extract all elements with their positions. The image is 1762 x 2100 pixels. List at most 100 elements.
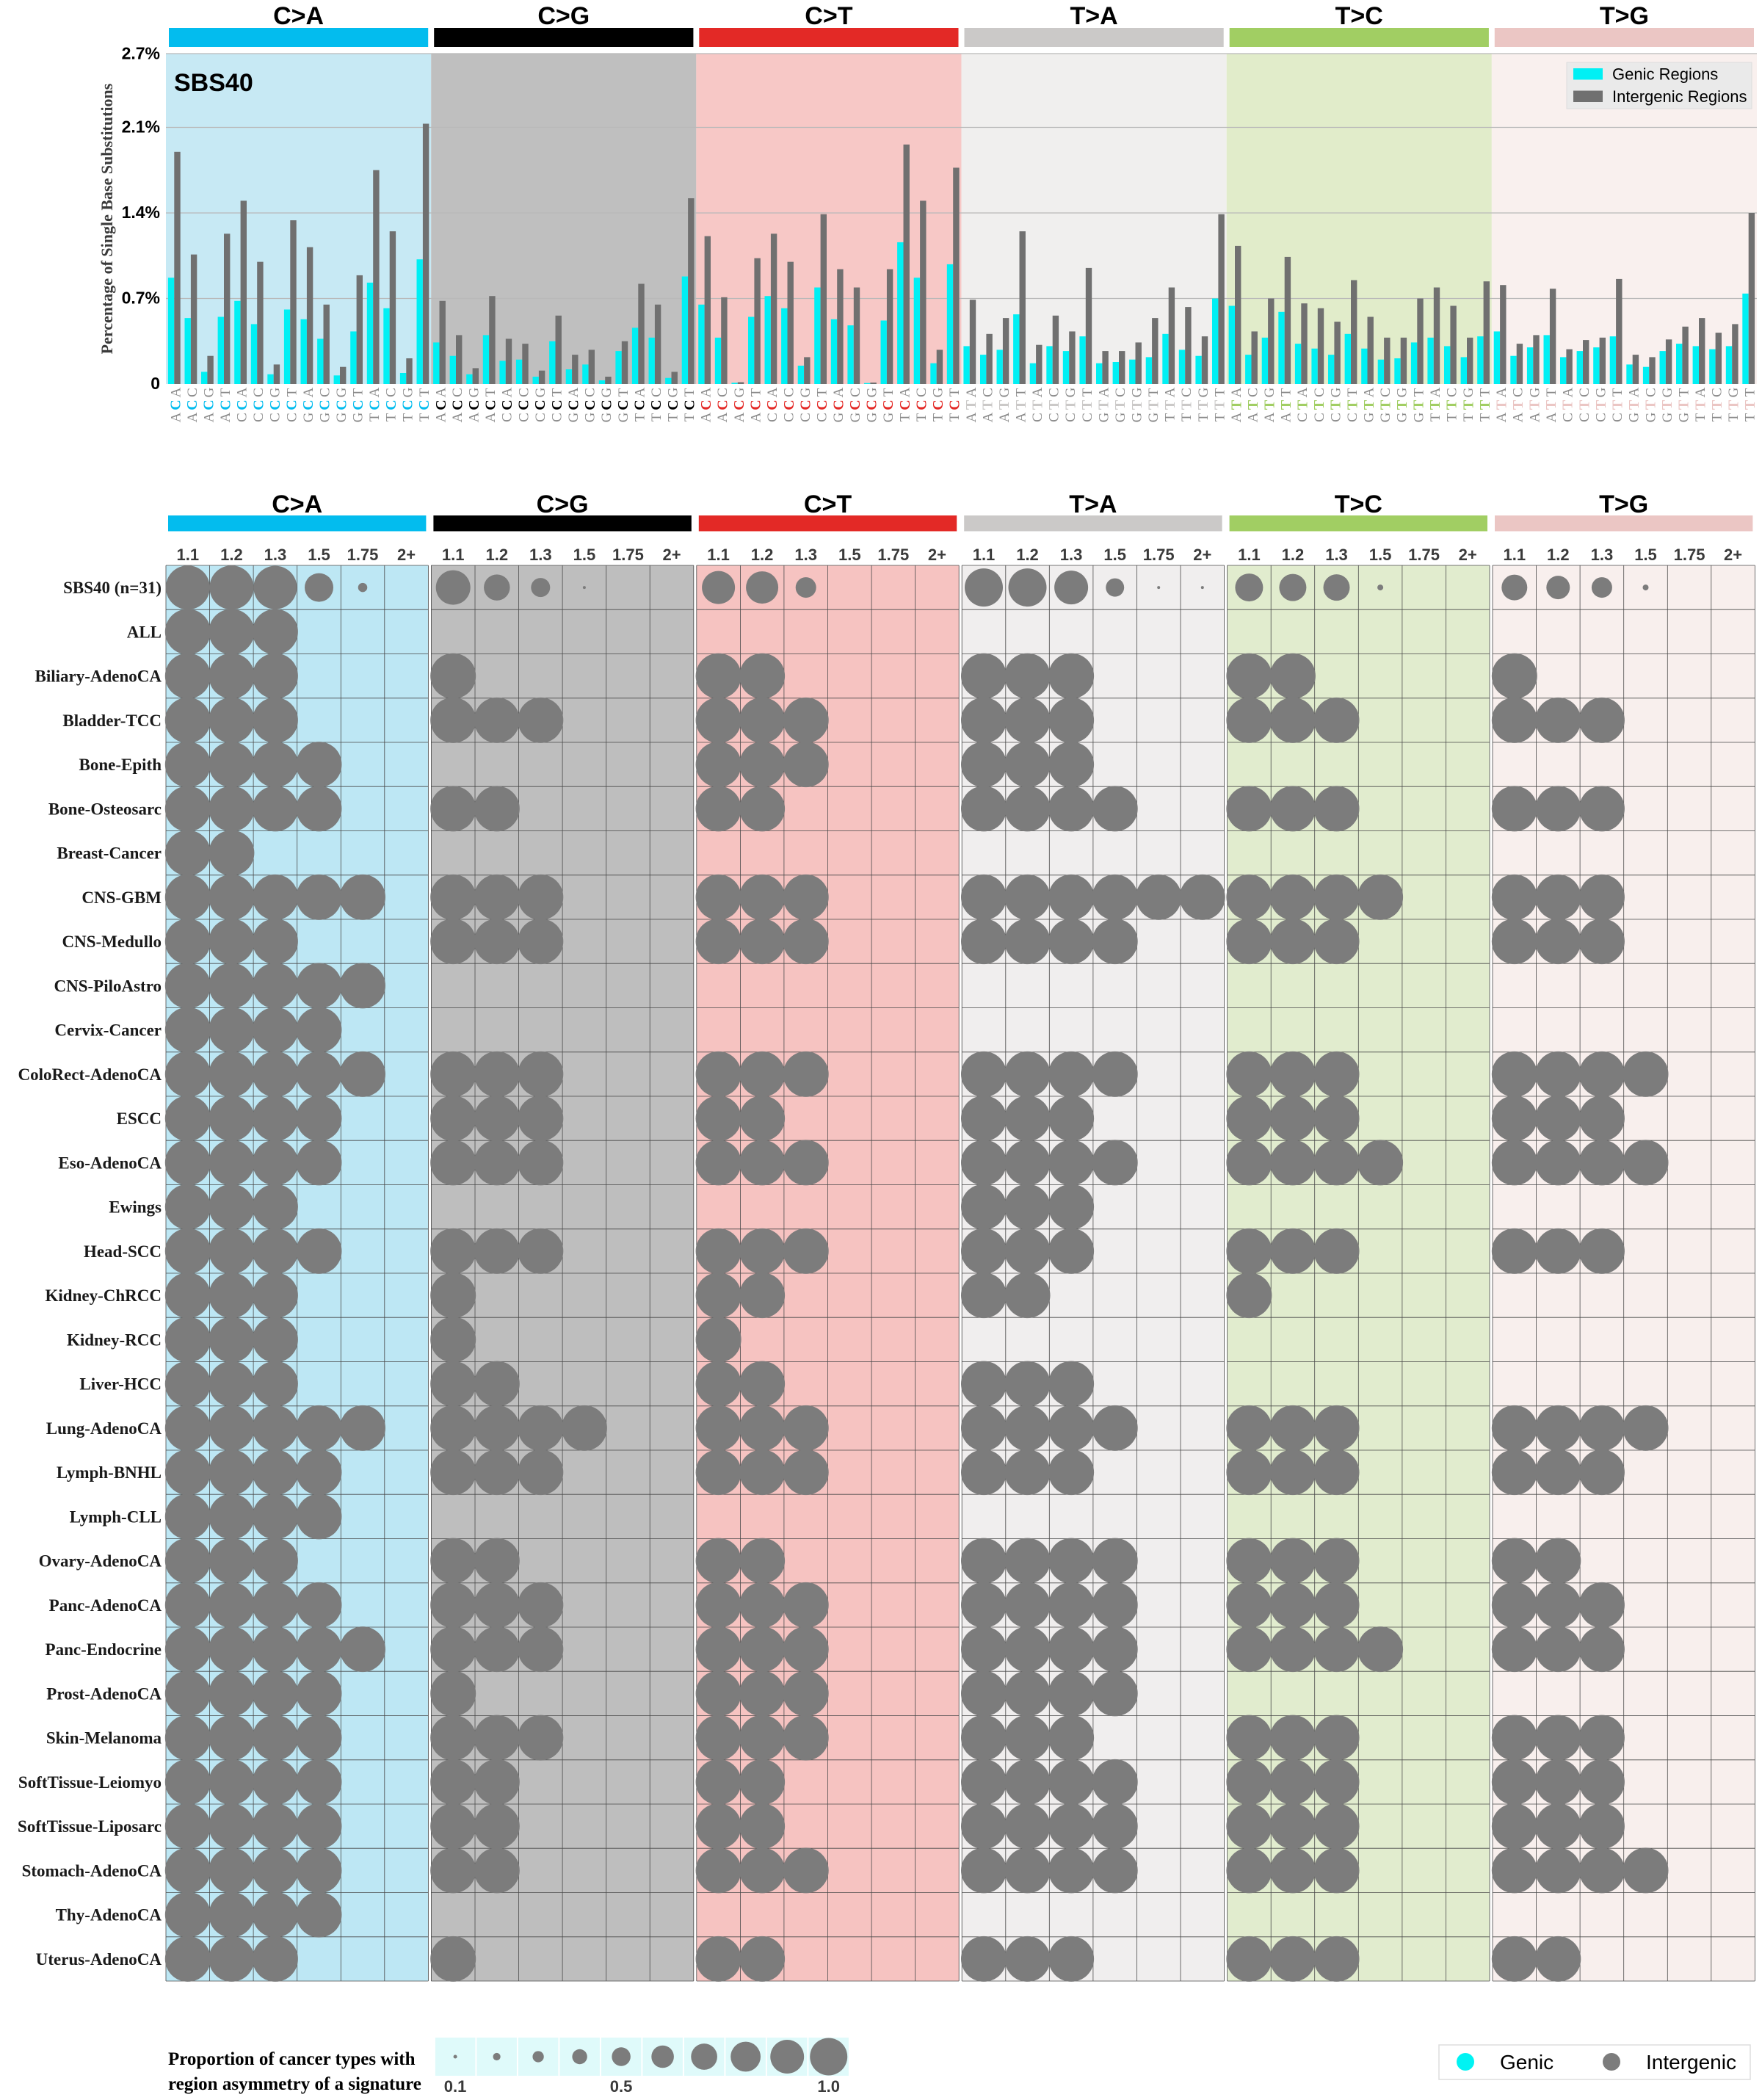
svg-text:C: C [550, 413, 565, 422]
svg-text:C: C [532, 399, 548, 410]
svg-text:T: T [1726, 413, 1741, 421]
svg-text:G: G [1063, 387, 1078, 397]
svg-text:T: T [384, 413, 399, 421]
svg-text:C>T: C>T [804, 490, 852, 518]
svg-text:C: C [516, 388, 532, 397]
svg-text:C: C [947, 399, 963, 410]
svg-text:1.5: 1.5 [838, 546, 861, 564]
svg-text:C: C [1047, 388, 1062, 397]
svg-text:A: A [1030, 387, 1045, 397]
svg-text:G: G [1262, 387, 1277, 397]
svg-text:T: T [881, 388, 896, 397]
svg-text:A: A [450, 412, 465, 422]
svg-text:Intergenic: Intergenic [1646, 2051, 1736, 2074]
svg-text:C: C [1594, 413, 1609, 422]
svg-text:G: G [864, 387, 880, 397]
svg-text:T: T [1444, 413, 1460, 421]
svg-text:G: G [1660, 387, 1675, 397]
svg-text:Cervix-Cancer: Cervix-Cancer [54, 1021, 162, 1040]
svg-text:C: C [267, 399, 283, 410]
svg-text:ColoRect-AdenoCA: ColoRect-AdenoCA [18, 1065, 162, 1084]
svg-text:C: C [234, 399, 250, 410]
svg-text:A: A [467, 412, 482, 422]
svg-text:T: T [682, 413, 697, 421]
svg-text:T: T [400, 413, 416, 421]
svg-text:G: G [1328, 387, 1344, 397]
svg-text:G: G [301, 412, 316, 422]
svg-text:SoftTissue-Liposarc: SoftTissue-Liposarc [18, 1817, 162, 1836]
svg-text:1.1: 1.1 [973, 546, 996, 564]
svg-text:C: C [565, 399, 581, 410]
svg-text:Genic Regions: Genic Regions [1612, 65, 1718, 84]
svg-text:A: A [1163, 387, 1178, 397]
svg-text:Lymph-CLL: Lymph-CLL [70, 1507, 162, 1526]
svg-text:C>G: C>G [537, 2, 590, 30]
svg-text:C: C [781, 399, 797, 410]
svg-text:A: A [1428, 387, 1443, 397]
svg-text:C: C [466, 399, 482, 410]
svg-text:A: A [185, 412, 200, 422]
svg-text:C: C [782, 413, 797, 422]
svg-text:C: C [235, 413, 250, 422]
svg-text:2+: 2+ [662, 546, 681, 564]
svg-text:Ovary-AdenoCA: Ovary-AdenoCA [39, 1552, 162, 1571]
svg-text:A: A [500, 387, 515, 397]
svg-text:G: G [1411, 412, 1426, 422]
svg-text:1.1: 1.1 [1238, 546, 1261, 564]
svg-text:G: G [864, 412, 880, 422]
svg-text:A: A [1511, 412, 1526, 422]
svg-text:1.4%: 1.4% [122, 203, 160, 222]
svg-text:G: G [268, 387, 283, 397]
svg-text:C: C [384, 388, 399, 397]
svg-text:A: A [218, 412, 233, 422]
svg-text:A: A [699, 412, 714, 422]
svg-text:2+: 2+ [928, 546, 946, 564]
svg-text:T: T [1428, 413, 1443, 421]
svg-text:A: A [201, 412, 217, 422]
svg-text:region asymmetry of a signatur: region asymmetry of a signature [168, 2074, 421, 2094]
svg-text:T: T [1163, 413, 1178, 421]
svg-text:T: T [1444, 399, 1460, 410]
svg-text:T: T [1593, 399, 1609, 410]
svg-text:T: T [1478, 388, 1493, 397]
svg-text:C: C [698, 399, 714, 410]
svg-text:T: T [1345, 388, 1360, 397]
svg-text:T: T [1411, 399, 1427, 410]
svg-text:T: T [1394, 399, 1410, 410]
svg-text:G: G [1627, 412, 1642, 422]
svg-text:Kidney-ChRCC: Kidney-ChRCC [46, 1286, 162, 1305]
svg-text:C: C [333, 399, 349, 410]
svg-text:T: T [748, 388, 764, 397]
svg-text:C: C [797, 399, 813, 410]
svg-text:2+: 2+ [1193, 546, 1211, 564]
svg-text:C: C [615, 399, 631, 410]
svg-text:Liver-HCC: Liver-HCC [79, 1375, 162, 1394]
svg-text:T: T [1196, 413, 1211, 421]
svg-text:0.1: 0.1 [444, 2077, 467, 2096]
svg-text:A: A [1096, 387, 1112, 397]
svg-text:T: T [1129, 399, 1145, 410]
svg-text:C: C [1246, 388, 1261, 397]
svg-text:2+: 2+ [1459, 546, 1477, 564]
svg-text:A: A [1262, 412, 1277, 422]
svg-text:C: C [450, 388, 465, 397]
svg-text:G: G [334, 387, 349, 397]
svg-text:C: C [1179, 388, 1194, 397]
svg-text:C: C [201, 399, 217, 410]
svg-text:ALL: ALL [127, 623, 162, 641]
svg-text:T>G: T>G [1599, 490, 1648, 518]
svg-text:1.5: 1.5 [573, 546, 596, 564]
svg-text:T: T [1477, 399, 1493, 410]
svg-text:1.5: 1.5 [1103, 546, 1126, 564]
svg-text:0.5: 0.5 [610, 2077, 633, 2096]
svg-text:C: C [317, 388, 333, 397]
svg-text:C: C [1444, 388, 1460, 397]
svg-text:1.2: 1.2 [1547, 546, 1570, 564]
svg-text:1.75: 1.75 [612, 546, 644, 564]
svg-text:T: T [1145, 399, 1161, 410]
svg-text:Bladder-TCC: Bladder-TCC [62, 712, 162, 730]
svg-text:G: G [1395, 412, 1410, 422]
svg-text:A: A [367, 387, 383, 397]
svg-text:T: T [1261, 399, 1277, 410]
svg-text:Kidney-RCC: Kidney-RCC [67, 1330, 162, 1349]
